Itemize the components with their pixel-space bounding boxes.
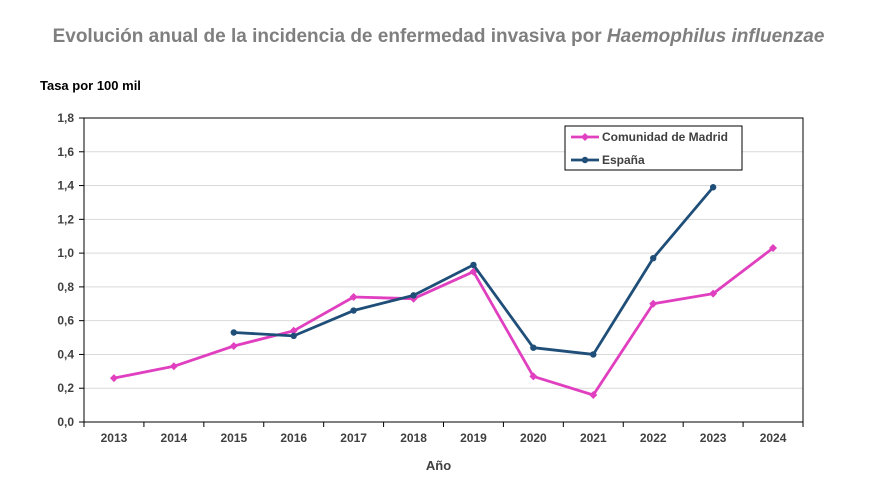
data-point-diamond: [529, 372, 538, 381]
x-tick-label: 2022: [640, 431, 667, 445]
data-point-circle: [709, 184, 717, 191]
x-tick-label: 2018: [400, 431, 427, 445]
x-tick-label: 2013: [101, 431, 128, 445]
y-tick-label: 0,0: [57, 415, 74, 429]
legend-box: [564, 125, 743, 171]
x-tick-label: 2021: [580, 431, 607, 445]
data-point-circle: [350, 307, 357, 314]
data-point-circle: [230, 329, 237, 336]
x-tick-label: 2016: [280, 431, 307, 445]
legend-label: Comunidad de Madrid: [602, 130, 728, 144]
x-tick-label: 2015: [220, 431, 247, 445]
y-tick-label: 1,4: [57, 179, 74, 193]
data-point-circle: [581, 156, 589, 164]
data-point-diamond: [709, 289, 718, 298]
x-tick-label: 2023: [700, 431, 727, 445]
y-tick-label: 1,8: [57, 111, 74, 125]
data-point-diamond: [289, 326, 298, 335]
data-point-circle: [590, 351, 597, 358]
data-point-diamond: [109, 374, 118, 383]
data-point-circle: [410, 292, 417, 299]
data-point-diamond: [649, 299, 658, 308]
x-tick-label: 2017: [340, 431, 367, 445]
data-point-circle: [290, 332, 297, 340]
y-tick-label: 1,2: [57, 212, 74, 226]
y-tick-label: 0,8: [57, 280, 74, 294]
x-tick-label: 2019: [460, 431, 487, 445]
chart-title: Evolución anual de la incidencia de enfe…: [0, 26, 877, 48]
data-point-diamond: [581, 133, 589, 141]
y-tick-label: 0,2: [57, 381, 74, 395]
x-tick-label: 2014: [161, 431, 188, 445]
x-tick-label: 2024: [760, 431, 787, 445]
data-point-circle: [650, 254, 657, 262]
data-point-diamond: [169, 362, 178, 371]
x-axis-label: Año: [425, 458, 452, 473]
chart-title-italic: Haemophilus influenzae: [606, 26, 825, 47]
x-tick-label: 2020: [520, 431, 547, 445]
y-tick-label: 1,6: [57, 145, 74, 159]
data-point-diamond: [589, 390, 598, 399]
y-tick-label: 0,4: [57, 347, 74, 361]
y-axis-label: Tasa por 100 mil: [40, 78, 141, 93]
data-point-diamond: [769, 244, 778, 253]
data-point-circle: [470, 261, 477, 269]
data-point-circle: [530, 344, 537, 351]
chart-title-main: Evolución anual de la incidencia de enfe…: [52, 26, 607, 47]
data-point-diamond: [229, 342, 238, 350]
series-line-1: [113, 246, 774, 397]
y-tick-label: 0,6: [57, 314, 74, 328]
legend-label: España: [602, 153, 645, 167]
y-tick-label: 1,0: [57, 246, 74, 260]
data-point-diamond: [349, 293, 358, 302]
